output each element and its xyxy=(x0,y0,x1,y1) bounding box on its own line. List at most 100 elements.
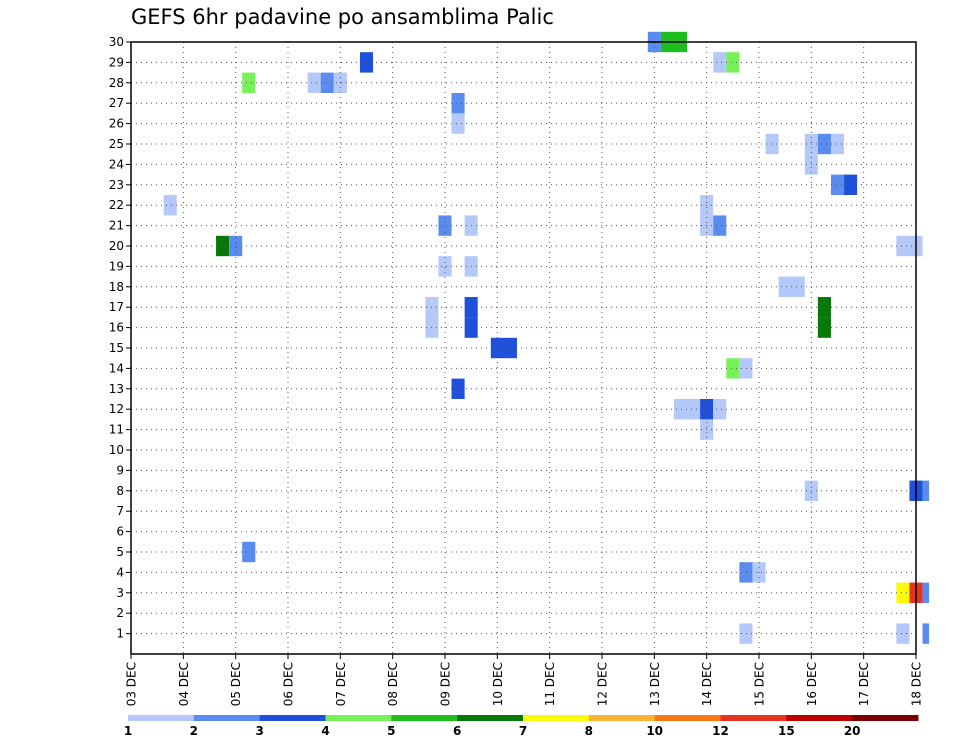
heatmap-cell xyxy=(817,317,831,338)
y-tick-label: 16 xyxy=(109,321,124,335)
x-tick-label: 08 DEC xyxy=(386,662,400,706)
chart-title: GEFS 6hr padavine po ansamblima Palic xyxy=(131,5,554,29)
y-tick-label: 15 xyxy=(109,341,124,355)
colorbar-segment xyxy=(786,715,853,721)
colorbar-segment xyxy=(523,715,590,721)
x-axis: 03 DEC 04 DEC 05 DEC 06 DEC 07 DEC 08 DEC 09 D… xyxy=(125,654,924,706)
heatmap-cell xyxy=(830,133,845,155)
heatmap-cell xyxy=(438,215,452,236)
colorbar-segment xyxy=(720,715,787,721)
y-tick-label: 19 xyxy=(109,259,124,273)
heatmap-cell xyxy=(844,174,858,195)
heatmap-cell xyxy=(163,195,177,216)
heatmap-cell xyxy=(922,623,930,644)
y-tick-label: 29 xyxy=(109,55,124,69)
y-tick-label: 14 xyxy=(109,361,124,375)
heatmap-cell xyxy=(451,113,465,134)
colorbar-label: 7 xyxy=(519,724,527,738)
heatmap-cell xyxy=(713,52,727,73)
heatmap-cell xyxy=(320,72,334,93)
y-tick-label: 4 xyxy=(116,565,124,579)
heatmap-cell xyxy=(451,378,465,399)
heatmap-cell xyxy=(726,52,740,73)
x-tick-label: 05 DEC xyxy=(229,662,243,706)
x-tick-label: 15 DEC xyxy=(753,662,767,706)
colorbar-label: 6 xyxy=(453,724,461,738)
heatmap-cell xyxy=(451,93,465,114)
x-tick-label: 09 DEC xyxy=(439,662,453,706)
y-tick-label: 22 xyxy=(109,198,124,212)
heatmap-cell xyxy=(726,358,740,379)
y-tick-label: 6 xyxy=(116,525,124,539)
y-tick-label: 20 xyxy=(109,239,124,253)
heatmap-cell xyxy=(739,562,753,583)
y-tick-label: 8 xyxy=(116,484,124,498)
colorbar-segment xyxy=(391,715,458,721)
y-tick-label: 2 xyxy=(116,606,124,620)
x-tick-label: 11 DEC xyxy=(543,662,557,706)
colorbar-segment xyxy=(325,715,392,721)
y-tick-label: 13 xyxy=(109,382,124,396)
colorbar-segment xyxy=(852,715,919,721)
y-tick-label: 3 xyxy=(116,586,124,600)
x-tick-label: 16 DEC xyxy=(805,662,819,706)
x-tick-label: 07 DEC xyxy=(334,662,348,706)
colorbar-segment xyxy=(259,715,326,721)
y-tick-label: 25 xyxy=(109,137,124,151)
colorbar-segment xyxy=(654,715,721,721)
colorbar-label: 10 xyxy=(646,724,663,738)
y-tick-label: 21 xyxy=(109,219,124,233)
x-tick-label: 03 DEC xyxy=(125,662,139,706)
heatmap-cell xyxy=(922,480,930,501)
y-tick-label: 28 xyxy=(109,76,124,90)
y-tick-label: 10 xyxy=(109,443,124,457)
colorbar-segment xyxy=(588,715,656,721)
colorbar-label: 2 xyxy=(190,724,198,738)
colorbar-label: 8 xyxy=(585,724,593,738)
x-tick-label: 13 DEC xyxy=(648,662,662,706)
x-tick-label: 18 DEC xyxy=(910,662,924,706)
y-tick-label: 5 xyxy=(116,545,124,559)
y-tick-label: 18 xyxy=(109,280,124,294)
colorbar-label: 1 xyxy=(124,724,132,738)
grid-layer xyxy=(131,42,916,654)
heatmap-cell xyxy=(817,133,831,155)
y-tick-label: 26 xyxy=(109,117,124,131)
heatmap-cell xyxy=(242,72,256,93)
colorbar-label: 12 xyxy=(712,724,729,738)
heatmap-cell xyxy=(713,215,727,236)
y-tick-label: 11 xyxy=(109,423,124,437)
y-tick-label: 9 xyxy=(116,463,124,477)
colorbar-label: 3 xyxy=(255,724,263,738)
y-tick-label: 27 xyxy=(109,96,124,110)
heatmap-cell xyxy=(896,235,923,257)
heatmap-cell xyxy=(490,337,517,359)
colorbar-label: 20 xyxy=(844,724,861,738)
heatmap-cell xyxy=(229,235,243,257)
x-tick-label: 04 DEC xyxy=(177,662,191,706)
heatmap-cell xyxy=(673,399,701,420)
y-tick-label: 1 xyxy=(116,627,124,641)
y-tick-label: 30 xyxy=(109,35,124,49)
colorbar-label: 5 xyxy=(387,724,395,738)
colorbar-segment xyxy=(193,715,261,721)
heatmap-cell xyxy=(216,235,230,257)
y-tick-label: 23 xyxy=(109,178,124,192)
heatmap-cell xyxy=(896,623,910,644)
colorbar-segment xyxy=(457,715,524,721)
heatmap-cell xyxy=(896,582,910,603)
colorbar-label: 15 xyxy=(778,724,795,738)
colorbar-segment xyxy=(128,715,195,721)
x-tick-label: 10 DEC xyxy=(491,662,505,706)
y-axis: 1234567891011121314151617181920212223242… xyxy=(109,35,131,641)
colorbar: 1 2 3 4 5 6 7 8 10 12 15 20 xyxy=(124,715,919,738)
heatmap-cell xyxy=(922,582,930,603)
heatmap-cell xyxy=(765,133,779,155)
heatmap-cell xyxy=(307,72,321,93)
heatmap-cell xyxy=(817,297,831,318)
x-tick-label: 12 DEC xyxy=(596,662,610,706)
colorbar-label: 4 xyxy=(321,724,329,738)
heatmap-cell xyxy=(438,256,452,277)
x-tick-label: 14 DEC xyxy=(700,662,714,706)
